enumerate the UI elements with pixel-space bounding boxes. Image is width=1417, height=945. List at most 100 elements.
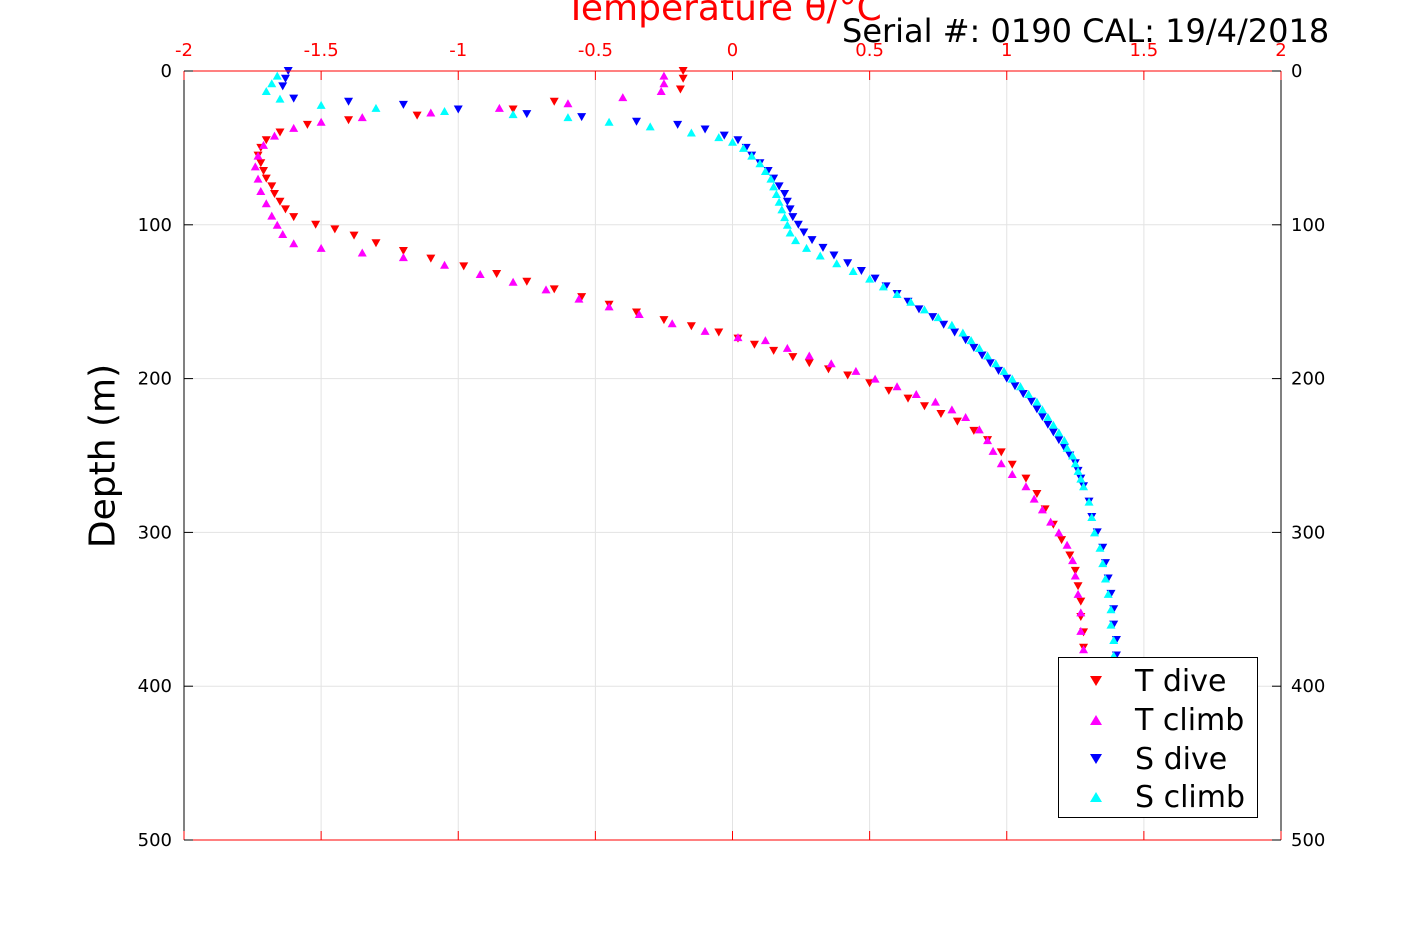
data-point-t-dive [1076,597,1086,606]
data-point-s-climb [947,320,957,329]
data-point-t-dive [936,409,946,418]
data-point-s-dive [782,197,792,206]
data-point-t-dive [843,371,853,380]
data-point-s-dive [1043,420,1053,429]
data-point-t-climb [618,93,628,102]
data-point-t-climb [947,405,957,414]
data-point-s-dive [856,266,866,275]
data-point-t-climb [316,243,326,252]
data-point-t-climb [267,211,277,220]
data-point-t-dive [426,254,436,263]
data-point-s-dive [780,190,790,199]
data-point-s-dive [785,205,795,214]
y-tick-label-right: 100 [1291,215,1325,236]
data-point-s-dive [1048,428,1058,437]
data-point-t-climb [656,86,666,95]
data-point-t-dive [952,417,962,426]
data-point-s-climb [1043,413,1053,422]
data-point-t-climb [289,123,299,132]
data-point-s-dive [1037,413,1047,422]
data-point-s-climb [686,128,696,137]
data-point-t-climb [270,131,280,140]
data-point-t-dive [884,386,894,395]
data-point-t-dive [632,308,642,317]
data-point-t-climb [659,79,669,88]
data-point-s-climb [1073,466,1083,475]
data-point-s-dive [793,220,803,229]
data-point-s-climb [991,359,1001,368]
data-point-s-climb [832,259,842,268]
y-tick-label-left: 500 [138,830,172,851]
data-point-s-climb [714,133,724,142]
data-point-t-climb [1029,494,1039,503]
data-point-s-climb [780,213,790,222]
data-point-t-dive [259,166,269,175]
data-point-t-climb [541,285,551,294]
data-point-t-dive [1007,460,1017,469]
data-point-t-climb [804,351,814,360]
data-point-s-climb [771,190,781,199]
data-point-s-climb [755,159,765,168]
data-point-s-dive [799,228,809,237]
x-tick-label: 0 [727,40,738,61]
data-point-s-dive [961,336,971,345]
data-point-t-climb [634,310,644,319]
data-point-t-dive [1032,489,1042,498]
y-tick-label-left: 400 [138,676,172,697]
data-point-t-climb [426,108,436,117]
data-point-t-climb [667,319,677,328]
data-point-t-climb [494,103,504,112]
x-tick-label: -1.5 [304,40,339,61]
data-point-t-dive [330,225,340,234]
data-point-t-climb [253,151,263,160]
data-point-t-dive [344,116,354,125]
data-point-s-climb [563,113,573,122]
data-point-s-climb [760,166,770,175]
data-point-s-climb [983,351,993,360]
data-point-s-climb [1032,397,1042,406]
legend-item-t-dive: T dive [1059,662,1259,700]
data-point-s-climb [1062,443,1072,452]
data-point-t-dive [275,128,285,137]
y-axis-label: Depth (m) [82,363,124,549]
data-point-s-dive [950,328,960,337]
data-point-s-dive [289,94,299,103]
data-point-s-climb [1084,497,1094,506]
data-point-s-climb [316,100,326,109]
data-point-t-dive [788,353,798,362]
data-point-t-dive [371,239,381,248]
data-point-s-climb [1070,459,1080,468]
x-tick-label: 1.5 [1130,40,1159,61]
legend-item-s-climb: S climb [1059,778,1259,816]
data-point-s-climb [848,266,858,275]
data-point-s-dive [977,351,987,360]
data-point-t-dive [749,340,759,349]
data-point-t-climb [1073,589,1083,598]
data-point-s-dive [788,213,798,222]
data-point-t-dive [686,322,696,331]
data-point-s-dive [928,313,938,322]
data-point-s-dive [1054,436,1064,445]
data-point-t-dive [267,182,277,191]
data-point-t-climb [700,326,710,335]
legend-item-s-dive: S dive [1059,740,1259,778]
data-point-t-dive [996,448,1006,457]
data-point-t-dive [804,359,814,368]
data-point-s-climb [1095,543,1105,552]
data-point-t-climb [930,397,940,406]
data-point-t-climb [563,99,573,108]
data-point-t-dive [522,277,532,286]
data-point-t-climb [250,162,260,171]
data-point-t-climb [996,459,1006,468]
data-point-s-dive [280,74,290,83]
legend: T dive T climb S dive S climb [1058,657,1258,818]
data-point-s-climb [958,328,968,337]
data-point-s-climb [878,282,888,291]
legend-item-t-climb: T climb [1059,701,1259,739]
y-tick-label-right: 300 [1291,522,1325,543]
data-point-t-climb [870,374,880,383]
data-point-t-climb [892,382,902,391]
data-point-t-climb [278,230,288,239]
data-point-t-dive [1057,536,1067,545]
x-tick-label: -2 [175,40,193,61]
